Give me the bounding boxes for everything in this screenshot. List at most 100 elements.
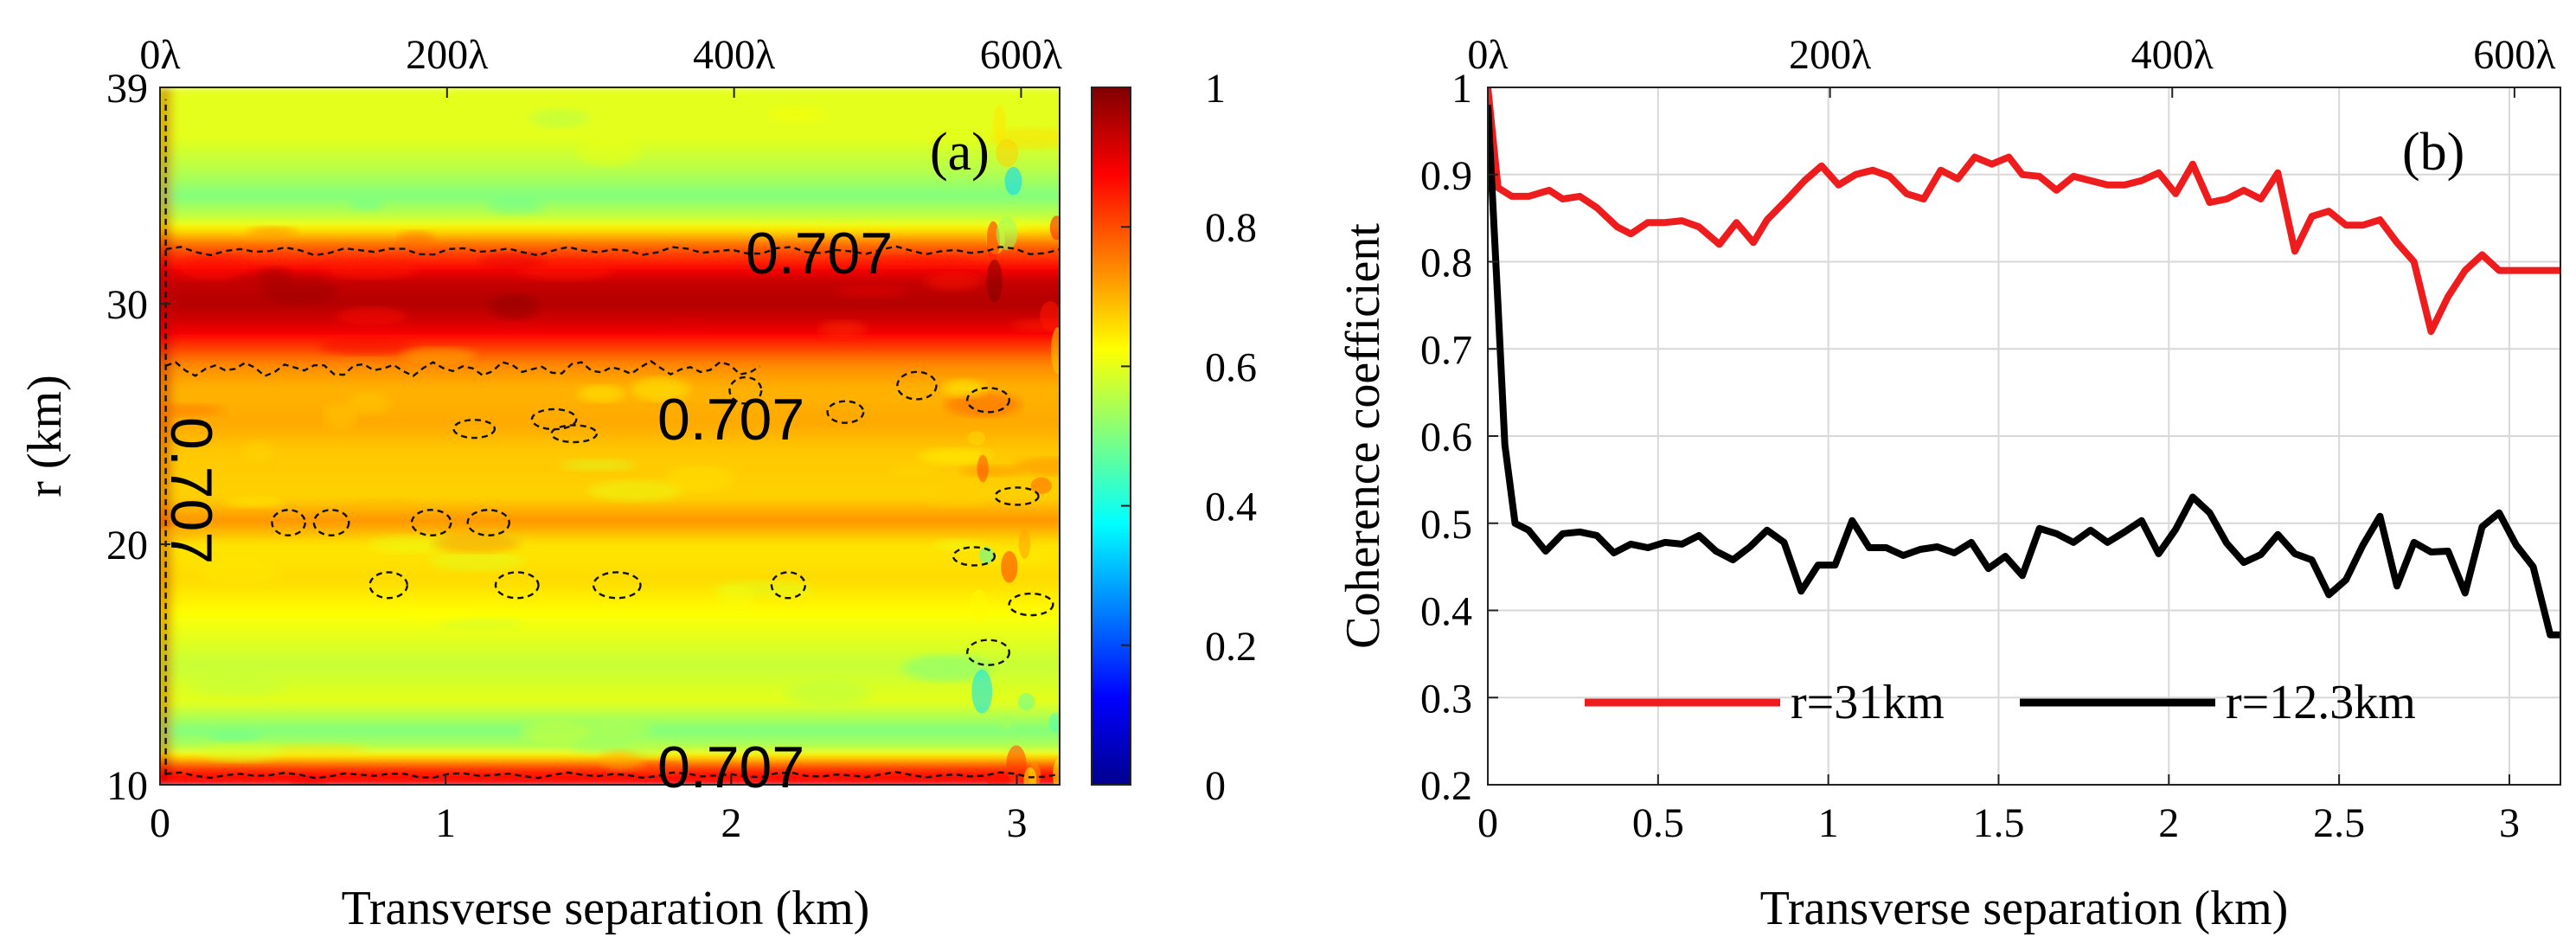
heatmap-row xyxy=(160,569,1060,577)
heatmap-texture xyxy=(919,447,992,465)
heatmap-texture xyxy=(1049,215,1060,241)
heatmap-row xyxy=(160,360,1060,368)
x-tick-label-b: 2 xyxy=(2158,800,2179,846)
contour-0707 xyxy=(165,359,760,378)
contour-0707 xyxy=(965,387,1010,414)
heatmap xyxy=(160,87,1060,785)
heatmap-row xyxy=(160,505,1060,513)
heatmap-texture xyxy=(208,731,261,743)
heatmap-row xyxy=(160,349,1060,356)
contour-0707 xyxy=(452,419,497,440)
heatmap-row xyxy=(160,691,1060,699)
heatmap-row xyxy=(160,540,1060,548)
heatmap-texture xyxy=(970,589,988,622)
heatmap-row xyxy=(160,163,1060,170)
heatmap-row xyxy=(160,471,1060,478)
top-tick-label-b: 0λ xyxy=(1467,32,1509,78)
heatmap-texture xyxy=(1048,713,1060,732)
heatmap-row xyxy=(160,296,1060,304)
colorbar-tick-label: 0.2 xyxy=(1205,624,1257,670)
heatmap-row xyxy=(160,325,1060,333)
heatmap-texture xyxy=(1001,550,1018,583)
heatmap-texture xyxy=(1015,457,1060,476)
legend-label-r12km: r=12.3km xyxy=(2226,676,2416,729)
heatmap-row xyxy=(160,377,1060,385)
heatmap-edge-strip xyxy=(160,87,169,785)
heatmap-row xyxy=(160,610,1060,618)
heatmap-row xyxy=(160,645,1060,652)
heatmap-texture xyxy=(889,463,939,478)
x-tick-label-b: 3 xyxy=(2499,800,2520,846)
heatmap-texture xyxy=(1050,327,1060,375)
heatmap-row xyxy=(160,657,1060,664)
x-tick-label-a: 1 xyxy=(435,800,456,846)
heatmap-row xyxy=(160,331,1060,338)
heatmap-row xyxy=(160,587,1060,594)
heatmap-row xyxy=(160,169,1060,176)
heatmap-row xyxy=(160,779,1060,785)
series-line-r12km xyxy=(1488,104,2560,639)
legend-label-r31km: r=31km xyxy=(1791,676,1945,729)
heatmap-row xyxy=(160,273,1060,280)
heatmap-row xyxy=(160,436,1060,443)
y-tick-label-b: 0.6 xyxy=(1420,414,1472,460)
heatmap-texture xyxy=(529,108,590,129)
contour-0707 xyxy=(896,370,938,401)
contour-0707 xyxy=(994,486,1040,506)
heatmap-texture xyxy=(402,608,474,623)
y-tick-label-b: 0.7 xyxy=(1420,327,1472,373)
colorbar-tick-label: 0.4 xyxy=(1205,485,1257,530)
y-axis-label-b: Coherence coefficient xyxy=(1336,223,1390,649)
heatmap-texture xyxy=(231,272,330,288)
heatmap-texture xyxy=(925,272,983,291)
heatmap-row xyxy=(160,639,1060,646)
heatmap-row xyxy=(160,128,1060,135)
heatmap-row xyxy=(160,685,1060,693)
x-tick-label-b: 1.5 xyxy=(1972,800,2024,846)
heatmap-row xyxy=(160,221,1060,228)
heatmap-row xyxy=(160,285,1060,292)
heatmap-texture xyxy=(960,465,1023,478)
y-tick-label-a: 20 xyxy=(106,523,148,568)
heatmap-row xyxy=(160,308,1060,315)
y-tick-label-b: 0.5 xyxy=(1420,502,1472,548)
heatmap-row xyxy=(160,668,1060,676)
contour-0707 xyxy=(592,571,642,600)
heatmap-texture xyxy=(179,254,250,281)
heatmap-row xyxy=(160,447,1060,455)
heatmap-row xyxy=(160,244,1060,252)
heatmap-texture xyxy=(160,403,224,417)
panel-a: 0.707 0.707 0.707 0.707 (a) 0 1 2 310203039… xyxy=(18,32,1257,935)
heatmap-texture xyxy=(1030,477,1052,495)
colorbar-gradient xyxy=(1091,87,1131,786)
heatmap-row xyxy=(160,511,1060,519)
colorbar-tick-label: 1 xyxy=(1205,66,1226,112)
heatmap-texture xyxy=(935,538,984,550)
heatmap-row xyxy=(160,441,1060,449)
heatmap-row xyxy=(160,517,1060,524)
colorbar-tick-label: 0.6 xyxy=(1205,344,1257,390)
heatmap-row xyxy=(160,715,1060,722)
heatmap-row xyxy=(160,633,1060,641)
heatmap-row xyxy=(160,499,1060,507)
heatmap-texture xyxy=(1004,166,1022,196)
heatmap-row xyxy=(160,238,1060,246)
heatmap-row xyxy=(160,337,1060,344)
y-tick-label-b: 1 xyxy=(1451,66,1472,112)
contour-lines xyxy=(164,99,1060,780)
x-tick-label-a: 3 xyxy=(1006,800,1027,846)
y-axis-label-a: r (km) xyxy=(18,375,72,497)
heatmap-row xyxy=(160,366,1060,374)
heatmap-row xyxy=(160,87,1060,94)
top-tick-label-a: 0λ xyxy=(139,32,181,78)
contour-0707 xyxy=(770,571,806,600)
heatmap-row xyxy=(160,407,1060,414)
contour-0707 xyxy=(312,509,350,536)
heatmap-texture xyxy=(1023,767,1037,785)
heatmap-texture xyxy=(577,384,625,403)
heatmap-row xyxy=(160,424,1060,432)
heatmap-texture xyxy=(397,230,434,250)
heatmap-row xyxy=(160,180,1060,188)
heatmap-row xyxy=(160,174,1060,182)
heatmap-texture xyxy=(289,775,327,785)
